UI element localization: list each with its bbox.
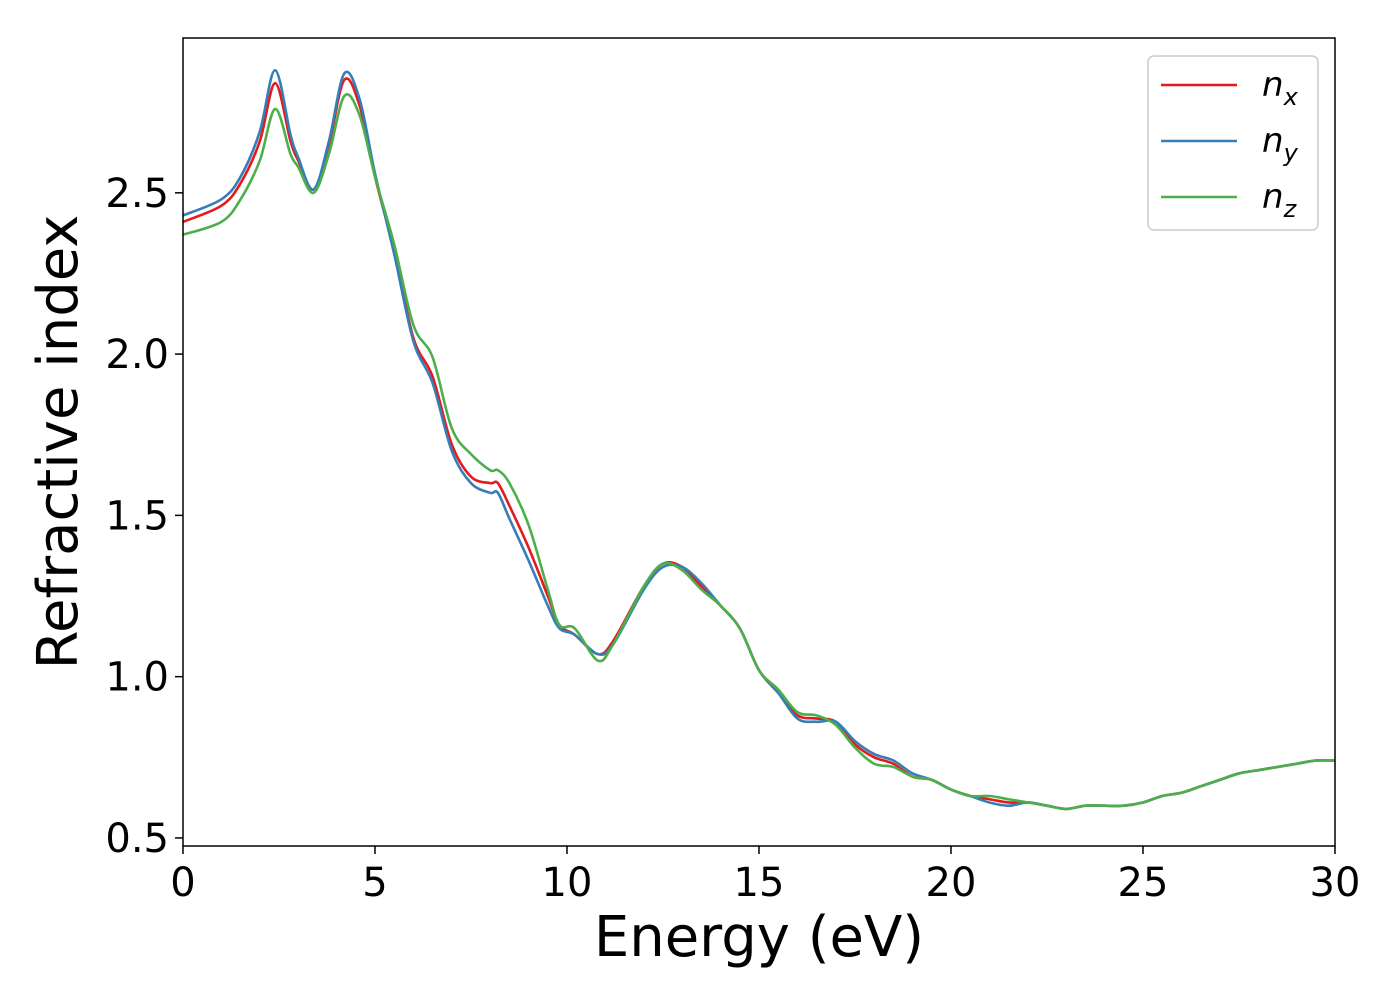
y-tick-label: 1.0 — [105, 655, 169, 701]
y-tick-label: 1.5 — [105, 493, 169, 539]
x-axis-ticks: 0 5 10 15 20 25 30 — [170, 846, 1360, 906]
legend-label-nz: nz — [1262, 177, 1298, 223]
y-axis-label: Refractive index — [26, 215, 91, 670]
y-tick-label: 2.5 — [105, 171, 169, 217]
y-axis-ticks: 0.5 1.0 1.5 2.0 2.5 — [105, 171, 183, 862]
x-axis-label: Energy (eV) — [594, 905, 924, 970]
legend-entries: nx ny nz — [1161, 65, 1299, 223]
y-tick-label: 2.0 — [105, 332, 169, 378]
legend: nx ny nz — [1147, 55, 1319, 231]
x-tick-label: 25 — [1118, 860, 1169, 906]
x-tick-label: 0 — [170, 860, 195, 906]
x-tick-label: 10 — [542, 860, 593, 906]
legend-label-nx: nx — [1262, 65, 1299, 111]
legend-box — [1147, 55, 1319, 231]
series-line-nz — [182, 93, 1336, 811]
series-layer — [182, 68, 1336, 811]
x-tick-label: 15 — [734, 860, 785, 906]
x-tick-label: 20 — [926, 860, 977, 906]
y-tick-label: 0.5 — [105, 816, 169, 862]
x-tick-label: 5 — [362, 860, 387, 906]
x-tick-label: 30 — [1310, 860, 1361, 906]
legend-label-ny: ny — [1262, 121, 1299, 167]
